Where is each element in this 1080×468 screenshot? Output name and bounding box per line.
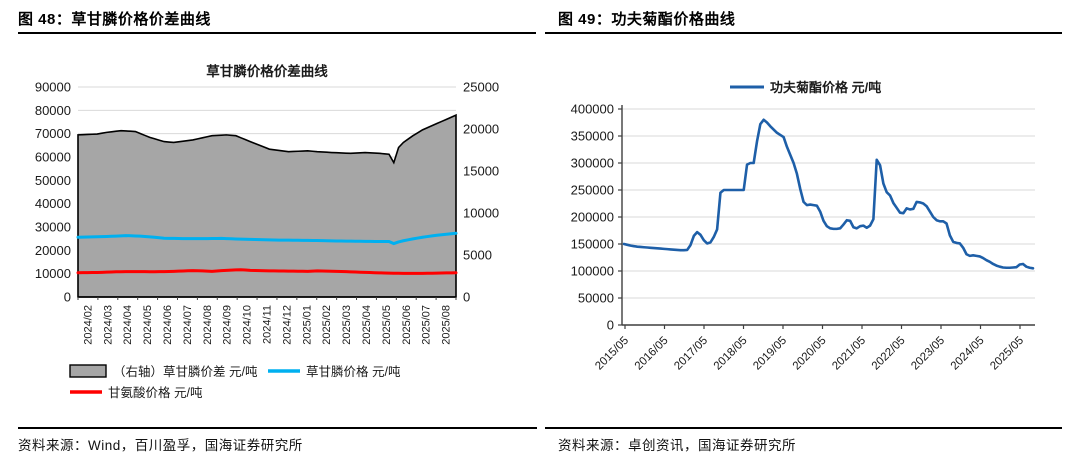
figure48-source: 资料来源：Wind，百川盈孚，国海证券研究所 bbox=[18, 438, 303, 453]
svg-text:2024/02: 2024/02 bbox=[82, 305, 94, 345]
svg-text:功夫菊酯价格 元/吨: 功夫菊酯价格 元/吨 bbox=[770, 80, 881, 95]
svg-text:2024/08: 2024/08 bbox=[202, 305, 214, 345]
svg-text:2025/05: 2025/05 bbox=[988, 335, 1026, 373]
chart49-gridlines bbox=[622, 108, 1035, 299]
svg-text:60000: 60000 bbox=[35, 150, 71, 165]
svg-text:25000: 25000 bbox=[463, 80, 499, 95]
svg-text:2016/05: 2016/05 bbox=[633, 335, 671, 373]
chart48-left-axis-labels: 0 10000 20000 30000 40000 50000 60000 70000 8000… bbox=[35, 80, 71, 305]
svg-text:（右轴）草甘膦价差 元/吨: （右轴）草甘膦价差 元/吨 bbox=[113, 364, 258, 379]
svg-text:2025/06: 2025/06 bbox=[401, 305, 413, 345]
svg-text:80000: 80000 bbox=[35, 103, 71, 118]
svg-text:2017/05: 2017/05 bbox=[672, 335, 710, 373]
svg-text:2025/08: 2025/08 bbox=[441, 305, 453, 345]
svg-text:100000: 100000 bbox=[571, 264, 614, 279]
svg-text:50000: 50000 bbox=[35, 173, 71, 188]
figure48-caption: 图 48：草甘膦价格价差曲线 bbox=[18, 11, 211, 28]
svg-text:5000: 5000 bbox=[463, 248, 492, 263]
svg-text:0: 0 bbox=[463, 290, 470, 305]
figure49-source: 资料来源：卓创资讯，国海证券研究所 bbox=[558, 438, 796, 453]
svg-text:10000: 10000 bbox=[35, 266, 71, 281]
svg-text:2025/04: 2025/04 bbox=[361, 305, 373, 345]
svg-text:30000: 30000 bbox=[35, 220, 71, 235]
svg-text:50000: 50000 bbox=[578, 291, 614, 306]
figure48-source-rule bbox=[18, 427, 537, 429]
svg-text:250000: 250000 bbox=[571, 183, 614, 198]
chart49-y-axis-labels: 0 50000 100000 150000 200000 250000 300000 3500… bbox=[571, 102, 614, 333]
svg-text:300000: 300000 bbox=[571, 156, 614, 171]
glyphosate-price-spread-chart: 草甘膦价格价差曲线0100002000030000400005000060000… bbox=[35, 63, 499, 400]
svg-text:2025/02: 2025/02 bbox=[321, 305, 333, 345]
glycine-price-line bbox=[76, 268, 458, 275]
svg-text:2024/03: 2024/03 bbox=[102, 305, 114, 345]
chart48-title: 草甘膦价格价差曲线 bbox=[206, 63, 328, 79]
svg-text:2024/04: 2024/04 bbox=[122, 305, 134, 345]
svg-text:2021/05: 2021/05 bbox=[830, 335, 868, 373]
svg-text:0: 0 bbox=[607, 318, 614, 333]
svg-text:2024/11: 2024/11 bbox=[262, 305, 274, 344]
svg-text:2025/05: 2025/05 bbox=[381, 305, 393, 345]
svg-text:2024/06: 2024/06 bbox=[162, 305, 174, 345]
svg-text:2015/05: 2015/05 bbox=[593, 335, 631, 373]
svg-text:200000: 200000 bbox=[571, 210, 614, 225]
svg-text:2024/10: 2024/10 bbox=[242, 305, 254, 345]
svg-text:350000: 350000 bbox=[571, 129, 614, 144]
svg-text:400000: 400000 bbox=[571, 102, 614, 117]
svg-text:150000: 150000 bbox=[571, 237, 614, 252]
svg-text:草甘膦价格 元/吨: 草甘膦价格 元/吨 bbox=[306, 364, 401, 379]
svg-text:2023/05: 2023/05 bbox=[909, 335, 947, 373]
svg-text:2018/05: 2018/05 bbox=[712, 335, 750, 373]
svg-text:2024/05: 2024/05 bbox=[142, 305, 154, 345]
svg-text:2025/01: 2025/01 bbox=[301, 305, 313, 345]
svg-text:甘氨酸价格 元/吨: 甘氨酸价格 元/吨 bbox=[108, 385, 203, 400]
chart48-axes bbox=[77, 296, 457, 300]
svg-text:2024/09: 2024/09 bbox=[222, 305, 234, 345]
svg-text:2022/05: 2022/05 bbox=[870, 335, 908, 373]
chart49-axes bbox=[618, 105, 1035, 329]
svg-text:40000: 40000 bbox=[35, 196, 71, 211]
svg-text:70000: 70000 bbox=[35, 126, 71, 141]
chart48-x-axis-labels: 2024/02 2024/03 2024/04 2024/05 2024/06 2024/… bbox=[82, 305, 452, 345]
chart48-right-axis-labels: 0 5000 10000 15000 20000 25000 bbox=[463, 80, 499, 305]
svg-text:15000: 15000 bbox=[463, 164, 499, 179]
svg-text:2024/07: 2024/07 bbox=[182, 305, 194, 345]
svg-text:2019/05: 2019/05 bbox=[751, 335, 789, 373]
svg-text:2020/05: 2020/05 bbox=[791, 335, 829, 373]
figure49-caption: 图 49：功夫菊酯价格曲线 bbox=[558, 11, 736, 28]
spread-area bbox=[77, 113, 457, 298]
cyhalothrin-price-chart: 功夫菊酯价格 元/吨 0 50000 100000 150000 200000 250000… bbox=[571, 80, 1035, 373]
glyphosate-price-line bbox=[76, 231, 458, 246]
chart49-legend: 功夫菊酯价格 元/吨 bbox=[730, 80, 881, 95]
figure49-source-rule bbox=[545, 427, 1062, 429]
chart49-x-axis-labels: 2015/05 2016/05 2017/05 2018/05 2019/05 2020/… bbox=[593, 335, 1026, 373]
figure49-caption-rule bbox=[545, 32, 1062, 34]
svg-text:90000: 90000 bbox=[35, 80, 71, 95]
svg-text:2024/12: 2024/12 bbox=[281, 305, 293, 345]
svg-text:20000: 20000 bbox=[35, 243, 71, 258]
svg-text:2024/05: 2024/05 bbox=[949, 335, 987, 373]
figure48-caption-rule bbox=[18, 32, 536, 34]
svg-text:20000: 20000 bbox=[463, 122, 499, 137]
cyhalothrin-price-line bbox=[622, 118, 1035, 270]
svg-text:2025/07: 2025/07 bbox=[421, 305, 433, 345]
svg-text:10000: 10000 bbox=[463, 206, 499, 221]
svg-text:0: 0 bbox=[64, 290, 71, 305]
svg-text:2025/03: 2025/03 bbox=[341, 305, 353, 345]
